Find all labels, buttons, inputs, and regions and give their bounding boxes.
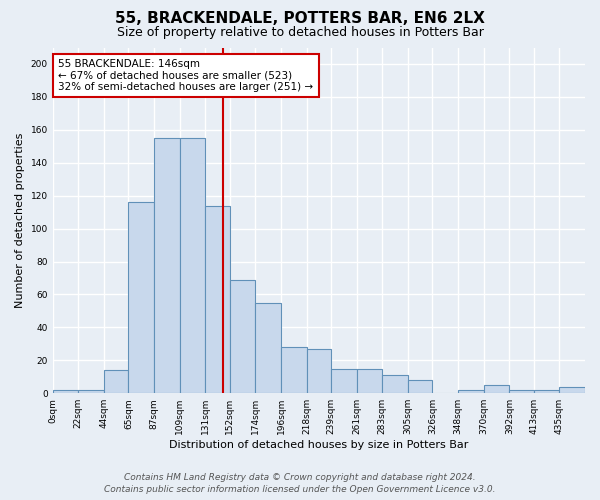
Bar — [559, 386, 585, 393]
Bar — [205, 206, 230, 393]
Bar — [230, 280, 256, 393]
Bar — [356, 368, 382, 393]
Bar — [281, 347, 307, 393]
Text: Contains HM Land Registry data © Crown copyright and database right 2024.
Contai: Contains HM Land Registry data © Crown c… — [104, 472, 496, 494]
Bar — [331, 368, 356, 393]
Bar — [408, 380, 433, 393]
Bar — [128, 202, 154, 393]
Bar — [104, 370, 128, 393]
Bar — [53, 390, 78, 393]
Bar — [458, 390, 484, 393]
Bar — [484, 385, 509, 393]
Bar — [78, 390, 104, 393]
Text: Size of property relative to detached houses in Potters Bar: Size of property relative to detached ho… — [116, 26, 484, 39]
Text: 55 BRACKENDALE: 146sqm
← 67% of detached houses are smaller (523)
32% of semi-de: 55 BRACKENDALE: 146sqm ← 67% of detached… — [58, 59, 314, 92]
Bar — [307, 349, 331, 393]
Bar — [382, 375, 408, 393]
Bar — [509, 390, 534, 393]
Bar — [534, 390, 559, 393]
Y-axis label: Number of detached properties: Number of detached properties — [15, 132, 25, 308]
Bar — [154, 138, 179, 393]
Bar — [179, 138, 205, 393]
Text: 55, BRACKENDALE, POTTERS BAR, EN6 2LX: 55, BRACKENDALE, POTTERS BAR, EN6 2LX — [115, 11, 485, 26]
X-axis label: Distribution of detached houses by size in Potters Bar: Distribution of detached houses by size … — [169, 440, 469, 450]
Bar — [256, 302, 281, 393]
